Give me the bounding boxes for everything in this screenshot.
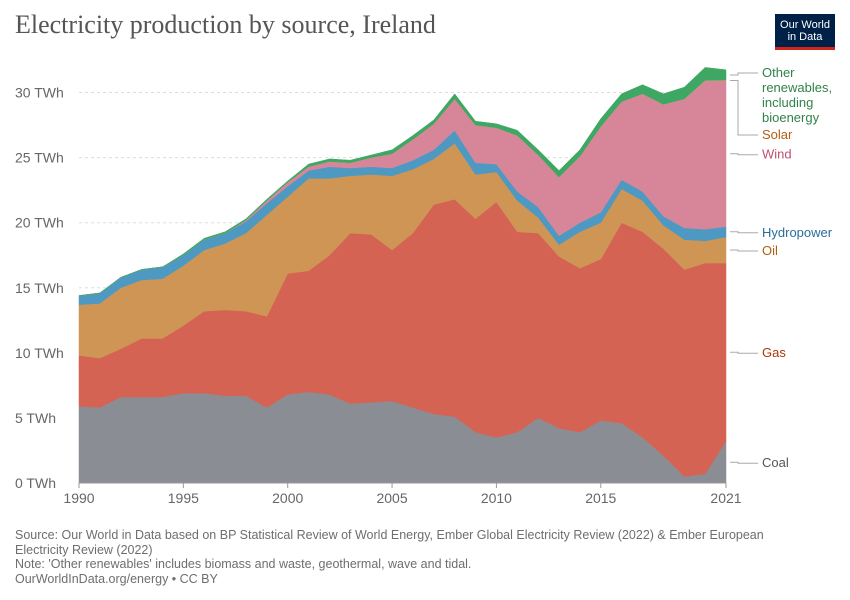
x-tick-label: 2010	[481, 490, 512, 506]
y-tick-label: 5 TWh	[15, 410, 56, 426]
chart-axes: 0 TWh 5 TWh 10 TWh 15 TWh 20 TWh 25 TWh 30 TWh…	[15, 85, 742, 506]
label-connector	[730, 461, 758, 464]
series-label-other-renewables-including-bioenergy[interactable]: Other renewables, including bioenergy	[762, 65, 832, 125]
chart-areas	[78, 67, 727, 484]
chart-title: Electricity production by source, Irelan…	[15, 10, 436, 39]
logo-line-1: Our World	[780, 19, 830, 31]
license-link[interactable]: OurWorldInData.org/energy • CC BY	[15, 571, 218, 586]
x-tick-label: 2021	[710, 490, 741, 506]
y-tick-label: 20 TWh	[15, 215, 64, 231]
x-tick-label: 1990	[63, 490, 94, 506]
x-tick-label: 2000	[272, 490, 303, 506]
series-labels: Other renewables, including bioenergy Solar W…	[730, 65, 833, 470]
owid-logo[interactable]: Our World in Data	[775, 14, 835, 50]
series-label-wind[interactable]: Wind	[762, 147, 792, 162]
y-tick-label: 15 TWh	[15, 280, 64, 296]
y-tick-label: 10 TWh	[15, 345, 64, 361]
y-tick-label: 0 TWh	[15, 475, 56, 491]
x-tick-label: 1995	[168, 490, 199, 506]
series-label-coal[interactable]: Coal	[762, 455, 789, 470]
definition-note: Note: 'Other renewables' includes biomas…	[15, 557, 472, 571]
series-label-oil[interactable]: Oil	[762, 243, 778, 258]
y-tick-label: 25 TWh	[15, 150, 64, 166]
series-label-hydropower[interactable]: Hydropower	[762, 225, 833, 240]
x-tick-label: 2005	[376, 490, 407, 506]
series-label-solar[interactable]: Solar	[762, 127, 793, 142]
label-connector	[730, 80, 758, 136]
label-connector	[730, 72, 758, 76]
area-other-renewables-including-bioenergy[interactable]	[78, 67, 727, 296]
logo-line-2: in Data	[787, 31, 823, 43]
label-connector	[730, 231, 758, 234]
area-chart: 0 TWh 5 TWh 10 TWh 15 TWh 20 TWh 25 TWh 30 TWh…	[15, 65, 833, 506]
label-connector	[730, 249, 758, 252]
chart-footer: Source: Our World in Data based on BP St…	[15, 528, 815, 586]
label-connector	[730, 153, 758, 156]
y-tick-label: 30 TWh	[15, 85, 64, 101]
label-connector	[730, 351, 758, 354]
source-note: Source: Our World in Data based on BP St…	[15, 528, 764, 557]
x-tick-label: 2015	[585, 490, 616, 506]
series-label-gas[interactable]: Gas	[762, 345, 786, 360]
